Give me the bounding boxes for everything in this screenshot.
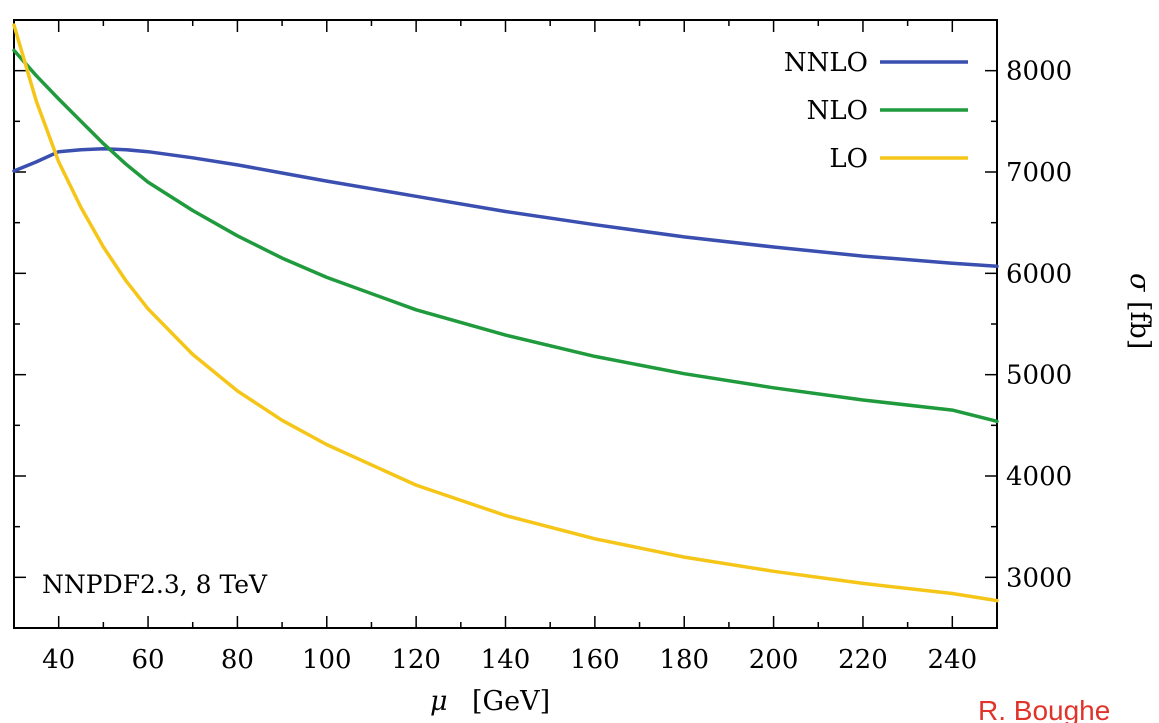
x-axis-unit: [GeV] (472, 686, 550, 717)
legend-label-nnlo: NNLO (784, 48, 868, 78)
x-tick-label: 120 (391, 645, 441, 675)
y-tick-labels: 3000 4000 5000 6000 7000 8000 (1006, 57, 1072, 594)
series-line-nlo (12, 48, 999, 424)
legend-label-lo: LO (829, 144, 868, 174)
x-tick-label: 220 (838, 645, 888, 675)
y-tick-label: 8000 (1006, 57, 1072, 87)
y-axis-symbol: σ (1124, 273, 1155, 293)
x-tick-label: 180 (659, 645, 709, 675)
x-axis-title: μ [GeV] (430, 686, 550, 717)
x-tick-label: 40 (42, 645, 75, 675)
legend: NNLO NLO LO (784, 48, 968, 174)
x-tick-labels: 40 60 80 100 120 140 160 180 200 220 240 (42, 645, 977, 675)
series-line-nnlo (12, 146, 999, 268)
x-tick-label: 140 (481, 645, 531, 675)
y-tick-label: 5000 (1006, 361, 1072, 391)
x-tick-label: 60 (131, 645, 164, 675)
x-tick-label: 200 (749, 645, 799, 675)
credit-text: R. Boughe (978, 695, 1110, 723)
x-tick-label: 160 (570, 645, 620, 675)
x-tick-label: 240 (927, 645, 977, 675)
axis-ticks (13, 20, 998, 628)
x-axis-symbol: μ (430, 686, 448, 717)
legend-label-nlo: NLO (807, 96, 868, 126)
x-tick-label: 80 (221, 645, 254, 675)
x-tick-label: 100 (302, 645, 352, 675)
y-tick-label: 4000 (1006, 462, 1072, 492)
series-lines (12, 23, 999, 603)
y-axis-title: σ [fb] (1124, 273, 1155, 349)
y-tick-label: 3000 (1006, 563, 1072, 593)
y-tick-label: 7000 (1006, 158, 1072, 188)
y-axis-unit: [fb] (1124, 301, 1155, 349)
series-line-lo (12, 23, 999, 603)
annotation-text: NNPDF2.3, 8 TeV (42, 570, 268, 599)
y-tick-label: 6000 (1006, 259, 1072, 289)
